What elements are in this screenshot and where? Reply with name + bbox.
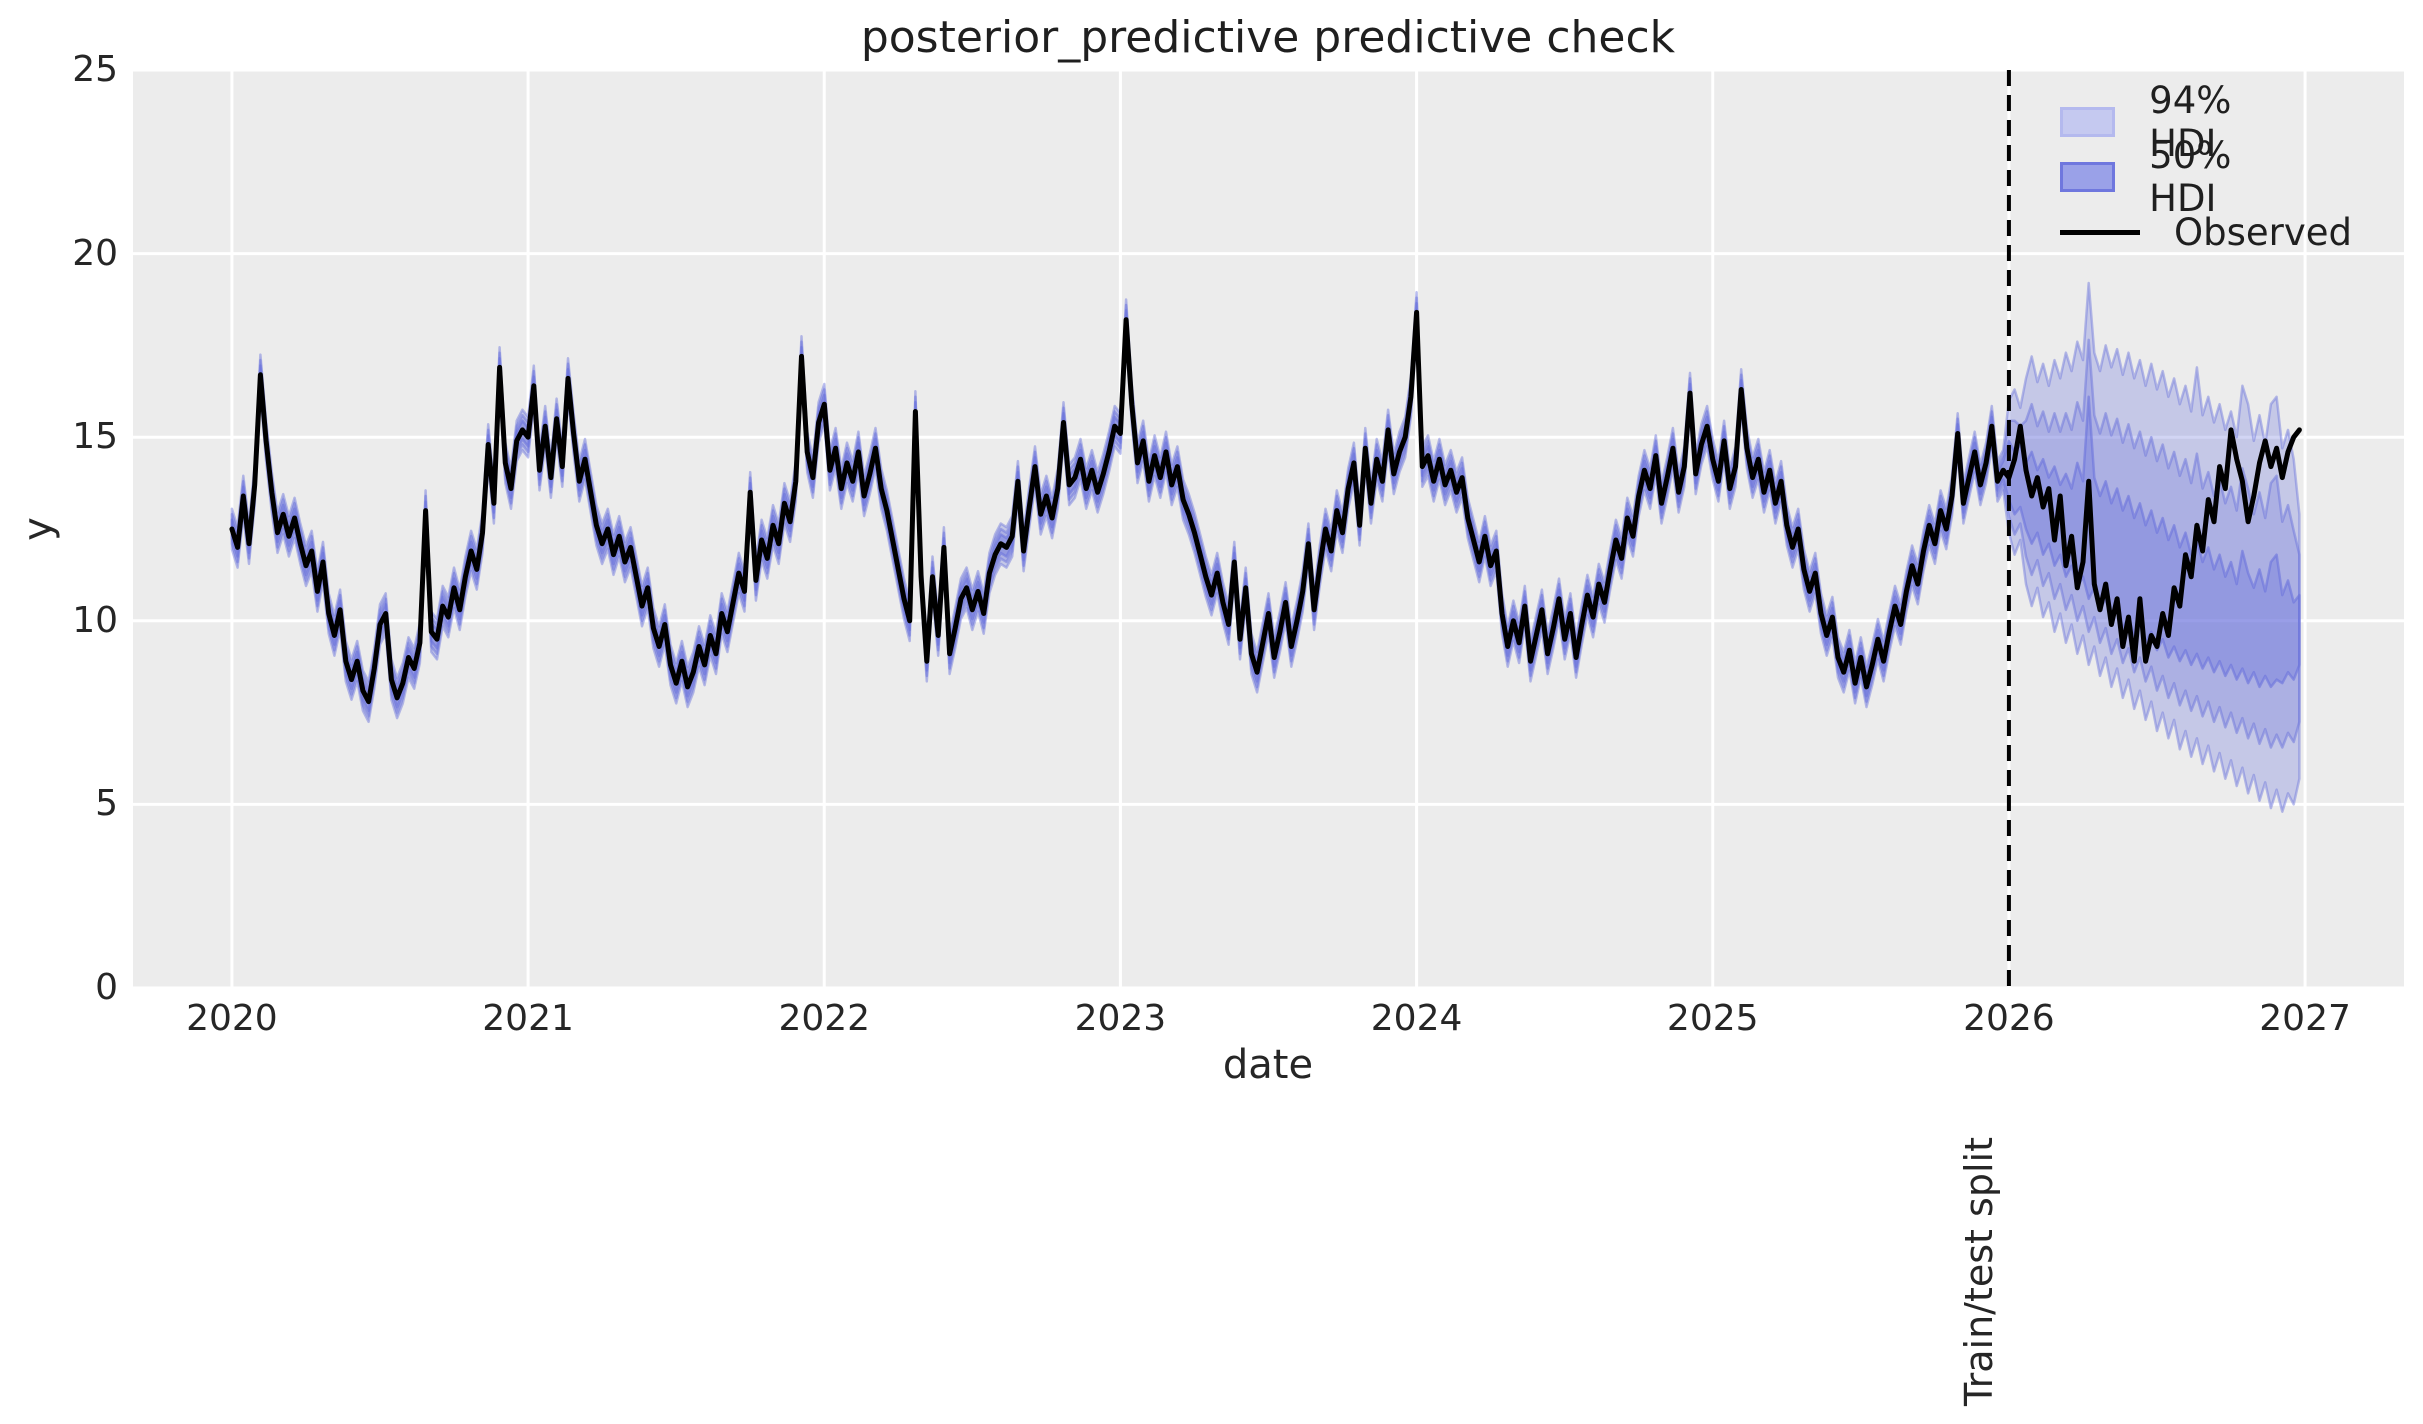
legend-item-50-hdi: 50% HDI [2060,134,2256,220]
x-tick-label: 2021 [482,998,574,1039]
legend-item-94-hdi: 94% HDI [2060,79,2256,165]
y-axis-label: y [15,517,61,541]
legend-label-observed: Observed [2174,210,2353,254]
y-tick-label: 5 [95,783,118,825]
legend-item-observed: Observed [2060,208,2352,256]
x-tick-label: 2025 [1666,998,1759,1039]
x-tick-label: 2020 [186,998,278,1039]
observed-line [229,309,2302,705]
hdi-94-swatch-icon [2060,107,2116,137]
x-tick-label: 2024 [1370,998,1463,1039]
y-tick-label: 15 [72,416,118,458]
x-tick-label: 2023 [1074,998,1167,1039]
x-axis-label: date [1222,1042,1314,1088]
y-tick-label: 0 [95,967,118,1008]
x-tick-label: 2022 [778,998,871,1039]
legend-label-50-hdi: 50% HDI [2149,134,2232,220]
legend-label-94-hdi: 94% HDI [2149,79,2232,165]
train-test-split-label: Train/test split [1957,1137,2001,1406]
observed-line-swatch-icon [2060,229,2140,235]
x-tick-label: 2027 [2259,998,2351,1039]
y-tick-label: 10 [72,599,118,641]
x-tick-label: 2026 [1963,998,2055,1039]
y-tick-label: 25 [72,49,118,90]
chart-title: posterior_predictive predictive check [860,12,1676,63]
y-tick-label: 20 [72,232,118,274]
hdi-50-swatch-icon [2060,162,2116,192]
